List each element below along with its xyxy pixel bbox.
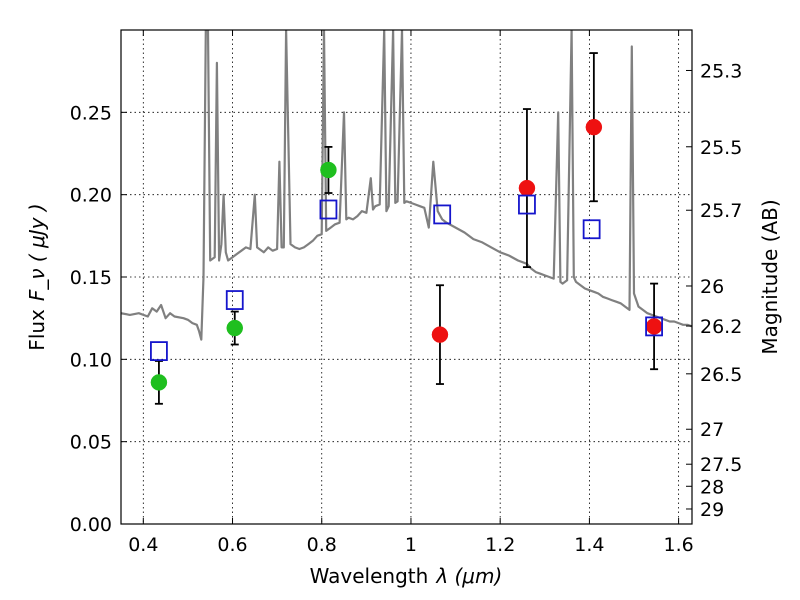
- model-spectrum: [121, 30, 692, 341]
- model-flux-square: [582, 219, 601, 240]
- y-axis-label-math: F_ν ( μJy ): [25, 203, 49, 301]
- axis-ticks: 0.4 0.6 0.8 1 1.2 1.4 1.6 0.00 0.05 0.10 0.15 0.20 0…: [70, 30, 742, 556]
- x-tick-label: 1.2: [485, 534, 515, 556]
- y-tick-label: 0.15: [70, 267, 112, 289]
- red-photometry-point: [431, 326, 449, 343]
- model-flux-square: [433, 204, 452, 225]
- right-tick-label: 25.3: [700, 60, 742, 82]
- model-flux-square: [645, 316, 663, 337]
- y-axis-label: Flux F_ν ( μJy ): [25, 203, 49, 350]
- error-bars: [154, 52, 659, 405]
- right-tick-label: 28: [700, 476, 724, 498]
- data-markers: [150, 118, 663, 391]
- model-flux-square: [518, 194, 536, 215]
- model-flux-square: [225, 290, 244, 310]
- x-tick-label: 1: [405, 534, 417, 556]
- right-tick-label: 26.5: [700, 364, 742, 386]
- right-tick-label: 25.5: [700, 137, 742, 159]
- x-axis-label-text: Wavelength: [310, 564, 429, 588]
- right-tick-label: 26.2: [700, 316, 742, 338]
- right-tick-label: 29: [700, 499, 724, 521]
- x-axis-label: Wavelength λ (μm): [310, 564, 503, 588]
- right-tick-label: 27.5: [700, 454, 742, 476]
- x-tick-label: 0.4: [128, 534, 158, 556]
- y-tick-label: 0.10: [70, 349, 112, 371]
- y-tick-label: 0.25: [70, 102, 112, 124]
- grid: [121, 30, 692, 524]
- green-photometry-point: [150, 374, 168, 391]
- x-tick-label: 0.6: [217, 534, 247, 556]
- right-tick-label: 26: [700, 276, 724, 298]
- red-photometry-point: [585, 118, 603, 136]
- model-spectrum-line: [121, 30, 692, 341]
- right-axis-label: Magnitude (AB): [758, 199, 782, 354]
- red-photometry-point: [518, 179, 536, 197]
- green-photometry-point: [226, 319, 244, 337]
- y-axis-label-text: Flux: [25, 309, 49, 351]
- y-tick-label: 0.05: [70, 432, 112, 454]
- model-flux-square: [319, 199, 338, 220]
- right-tick-label: 25.7: [700, 200, 742, 222]
- x-tick-label: 0.8: [307, 534, 337, 556]
- model-flux-square: [150, 341, 168, 362]
- green-photometry-point: [320, 161, 337, 179]
- y-tick-label: 0.20: [70, 185, 112, 207]
- x-tick-label: 1.6: [664, 534, 694, 556]
- red-photometry-point: [645, 318, 663, 335]
- x-axis-label-math: λ (μm): [435, 564, 502, 588]
- y-tick-label: 0.00: [70, 514, 112, 536]
- right-tick-label: 27: [700, 419, 724, 441]
- x-tick-label: 1.4: [574, 534, 604, 556]
